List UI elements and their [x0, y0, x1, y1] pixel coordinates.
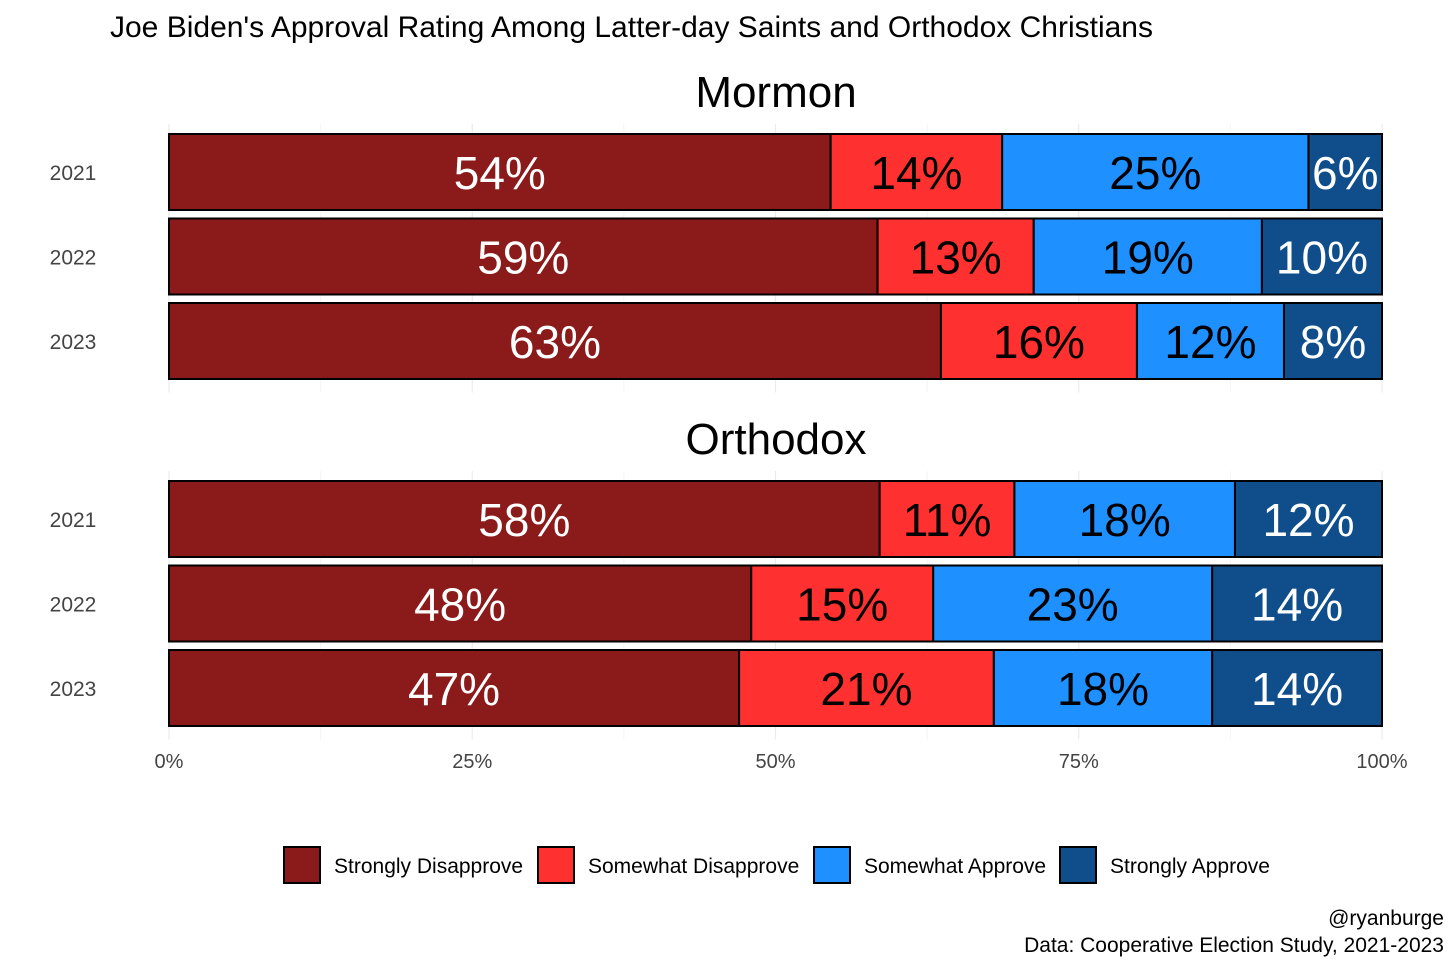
- caption-source: Data: Cooperative Election Study, 2021-2…: [1024, 934, 1444, 957]
- legend-label: Strongly Disapprove: [334, 855, 523, 878]
- data-label: 10%: [1276, 232, 1368, 284]
- data-label: 19%: [1102, 232, 1194, 284]
- legend-swatch: [813, 846, 851, 884]
- bar-segment-strongly-approve: [1233, 480, 1384, 558]
- bar-segment-strongly-approve: [1211, 649, 1384, 727]
- facet-orthodox: Orthodox 2021 58% 11% 18% 12% 2022 48% 15% 23% 14%…: [50, 415, 1384, 727]
- bar-segment-somewhat-disapprove: [876, 217, 1035, 296]
- year-label: 2021: [50, 162, 97, 185]
- bar-segment-somewhat-approve: [1013, 480, 1236, 558]
- data-label: 18%: [1079, 494, 1171, 546]
- x-axis: 0% 25% 50% 75% 100%: [155, 751, 1408, 773]
- bar-segment-somewhat-disapprove: [939, 302, 1138, 380]
- year-label: 2023: [50, 678, 97, 701]
- year-label: 2022: [50, 247, 97, 270]
- legend-swatch: [283, 846, 321, 884]
- legend-item: Somewhat Disapprove: [537, 846, 799, 884]
- bar-segment-somewhat-disapprove: [750, 564, 935, 643]
- bar-segment-somewhat-disapprove: [878, 480, 1016, 558]
- bar-segment-somewhat-disapprove: [738, 649, 995, 727]
- bar-segment-strongly-approve: [1260, 217, 1384, 296]
- bar-segment-strongly-disapprove: [168, 480, 881, 558]
- data-label: 8%: [1300, 316, 1366, 368]
- bar-segment-strongly-approve: [1211, 564, 1384, 643]
- caption-handle: @ryanburge: [1328, 907, 1444, 930]
- legend: Strongly Disapprove Somewhat Disapprove So…: [283, 846, 1270, 884]
- bar-segment-strongly-disapprove: [168, 649, 741, 727]
- x-tick-label: 75%: [1059, 751, 1099, 773]
- legend-item: Strongly Approve: [1059, 846, 1270, 884]
- legend-swatch: [537, 846, 575, 884]
- bar-segment-somewhat-disapprove: [829, 133, 1004, 211]
- data-label: 14%: [1251, 663, 1343, 715]
- data-label: 14%: [870, 147, 962, 199]
- data-label: 6%: [1312, 147, 1378, 199]
- data-label: 63%: [509, 316, 601, 368]
- data-label: 25%: [1109, 147, 1201, 199]
- year-label: 2021: [50, 509, 97, 532]
- legend-item: Somewhat Approve: [813, 846, 1046, 884]
- data-label: 23%: [1027, 579, 1119, 631]
- data-label: 48%: [414, 579, 506, 631]
- data-label: 58%: [478, 494, 570, 546]
- legend-swatch: [1059, 846, 1097, 884]
- x-tick-label: 25%: [452, 751, 492, 773]
- data-label: 12%: [1164, 316, 1256, 368]
- data-label: 54%: [454, 147, 546, 199]
- x-tick-label: 0%: [155, 751, 184, 773]
- data-label: 21%: [820, 663, 912, 715]
- data-label: 13%: [910, 232, 1002, 284]
- bar-segment-somewhat-approve: [1001, 133, 1310, 211]
- legend-item: Strongly Disapprove: [283, 846, 523, 884]
- bar-segment-strongly-disapprove: [168, 133, 832, 211]
- data-label: 14%: [1251, 579, 1343, 631]
- bar-segment-strongly-approve: [1282, 302, 1384, 380]
- facet-title: Mormon: [695, 68, 856, 117]
- facets: Mormon 2021 54% 14% 25% 6% 2022 59% 13% 19% 10% 202…: [50, 68, 1384, 727]
- data-label: 16%: [993, 316, 1085, 368]
- legend-label: Somewhat Approve: [864, 855, 1046, 878]
- facet-mormon: Mormon 2021 54% 14% 25% 6% 2022 59% 13% 19% 10% 202…: [50, 68, 1384, 380]
- x-tick-label: 50%: [755, 751, 795, 773]
- legend-label: Somewhat Disapprove: [588, 855, 799, 878]
- bar-segment-strongly-disapprove: [168, 564, 753, 643]
- bar-segment-somewhat-approve: [932, 564, 1214, 643]
- bar-segment-somewhat-approve: [992, 649, 1214, 727]
- data-label: 59%: [477, 232, 569, 284]
- bar-segment-strongly-approve: [1307, 133, 1384, 211]
- x-tick-label: 100%: [1356, 751, 1407, 773]
- chart-title: Joe Biden's Approval Rating Among Latter…: [110, 11, 1153, 44]
- data-label: 12%: [1262, 494, 1354, 546]
- legend-label: Strongly Approve: [1110, 855, 1270, 878]
- facet-title: Orthodox: [686, 415, 867, 464]
- data-label: 11%: [903, 494, 992, 546]
- data-label: 18%: [1057, 663, 1149, 715]
- data-label: 47%: [408, 663, 500, 715]
- year-label: 2022: [50, 594, 97, 617]
- data-label: 15%: [796, 579, 888, 631]
- year-label: 2023: [50, 331, 97, 354]
